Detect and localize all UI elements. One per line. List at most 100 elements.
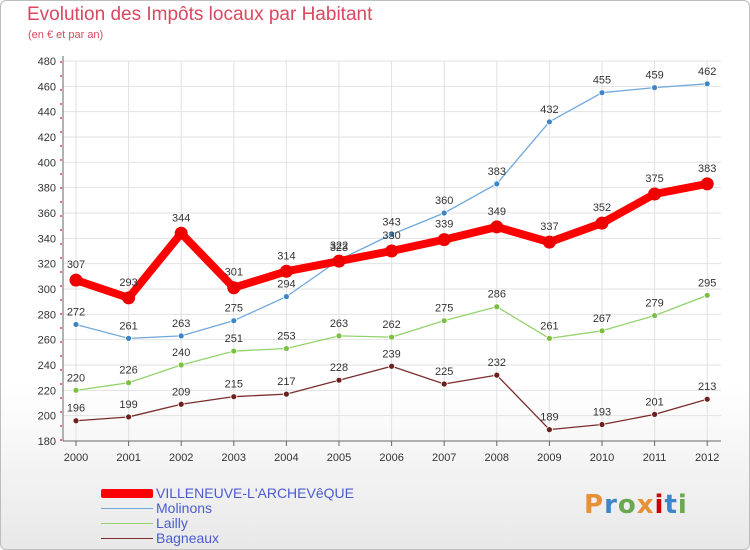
data-label-molinons: 462: [698, 66, 716, 78]
data-point-lailly: [546, 334, 553, 342]
y-tick-label: 220: [38, 385, 56, 397]
legend-swatch-bagneaux: [101, 538, 153, 539]
data-point-lailly: [493, 303, 501, 311]
proxiti-logo: Proxiti: [584, 490, 688, 520]
data-label-villeneuve-l-archev-que: 337: [540, 221, 558, 233]
y-tick-label: 200: [38, 411, 56, 423]
data-label-villeneuve-l-archev-que: 349: [488, 206, 506, 218]
x-tick-label: 2011: [643, 452, 667, 464]
data-point-villeneuve-l-archev-que: [227, 281, 241, 295]
data-label-villeneuve-l-archev-que: 375: [645, 173, 663, 185]
data-label-villeneuve-l-archev-que: 383: [698, 163, 716, 175]
x-tick-label: 2004: [274, 452, 298, 464]
data-point-villeneuve-l-archev-que: [595, 216, 609, 230]
data-label-villeneuve-l-archev-que: 339: [435, 219, 453, 231]
data-point-villeneuve-l-archev-que: [174, 226, 188, 240]
legend-label-villeneuve: VILLENEUVE-L'ARCHEVêQUE: [156, 485, 354, 501]
x-tick-label: 2000: [64, 452, 88, 464]
x-tick-label: 2003: [222, 452, 246, 464]
data-point-bagneaux: [703, 395, 711, 403]
data-point-lailly: [388, 333, 396, 341]
data-label-bagneaux: 209: [172, 386, 190, 398]
data-label-lailly: 251: [225, 333, 243, 345]
y-tick-label: 440: [38, 107, 56, 119]
x-tick-label: 2007: [432, 452, 456, 464]
data-point-villeneuve-l-archev-que: [700, 177, 714, 191]
data-label-lailly: 295: [698, 277, 716, 289]
data-label-bagneaux: 215: [225, 379, 243, 391]
x-tick-label: 2006: [379, 452, 403, 464]
data-point-villeneuve-l-archev-que: [332, 254, 346, 268]
data-label-villeneuve-l-archev-que: 344: [172, 212, 190, 224]
data-point-molinons: [493, 180, 501, 188]
data-label-villeneuve-l-archev-que: 293: [119, 277, 137, 289]
data-point-molinons: [440, 209, 448, 217]
data-label-lailly: 240: [172, 347, 190, 359]
data-point-molinons: [72, 321, 80, 328]
data-point-lailly: [335, 332, 343, 340]
data-label-lailly: 220: [67, 372, 85, 384]
data-point-lailly: [651, 312, 658, 320]
x-tick-label: 2001: [116, 452, 140, 464]
data-point-villeneuve-l-archev-que: [69, 273, 83, 287]
data-label-lailly: 261: [540, 320, 558, 332]
legend-label-lailly: Lailly: [156, 515, 188, 531]
data-point-bagneaux: [546, 426, 553, 434]
data-point-lailly: [440, 317, 448, 325]
data-label-molinons: 455: [593, 75, 611, 87]
data-point-molinons: [282, 293, 290, 301]
data-point-bagneaux: [598, 421, 606, 428]
x-tick-label: 2010: [590, 452, 614, 464]
data-label-lailly: 263: [330, 318, 348, 330]
y-tick-label: 260: [38, 335, 56, 347]
data-point-villeneuve-l-archev-que: [385, 244, 399, 258]
legend-swatch-lailly: [101, 523, 153, 524]
legend-swatch-villeneuve: [101, 489, 153, 498]
data-label-molinons: 432: [540, 104, 558, 116]
data-point-bagneaux: [440, 380, 448, 388]
chart-subtitle: (en € et par an): [28, 29, 104, 41]
y-tick-label: 400: [38, 157, 56, 169]
legend-label-bagneaux: Bagneaux: [156, 530, 220, 546]
y-tick-label: 180: [38, 436, 56, 448]
data-label-bagneaux: 228: [330, 362, 348, 374]
legend-swatch-molinons: [101, 508, 153, 509]
data-label-molinons: 275: [225, 303, 243, 315]
data-point-bagneaux: [651, 410, 658, 418]
data-label-molinons: 294: [277, 279, 295, 291]
data-point-bagneaux: [72, 417, 80, 425]
data-label-molinons: 360: [435, 195, 453, 207]
data-point-villeneuve-l-archev-que: [437, 233, 451, 247]
data-point-bagneaux: [177, 400, 185, 408]
x-tick-label: 2002: [169, 452, 193, 464]
data-point-lailly: [598, 327, 606, 335]
y-tick-label: 360: [38, 208, 56, 220]
data-label-villeneuve-l-archev-que: 322: [330, 240, 348, 252]
y-tick-label: 460: [38, 81, 56, 93]
data-label-bagneaux: 225: [435, 366, 453, 378]
data-label-lailly: 253: [277, 331, 295, 343]
data-point-lailly: [72, 386, 80, 394]
data-label-villeneuve-l-archev-que: 301: [225, 267, 243, 279]
data-label-lailly: 279: [645, 298, 663, 310]
data-label-bagneaux: 217: [277, 376, 295, 388]
data-label-bagneaux: 196: [67, 403, 85, 415]
data-label-bagneaux: 189: [540, 412, 558, 424]
data-point-lailly: [703, 291, 711, 299]
x-tick-label: 2009: [537, 452, 561, 464]
y-tick-label: 420: [38, 132, 56, 144]
data-point-bagneaux: [335, 376, 343, 384]
data-point-lailly: [125, 379, 132, 387]
data-label-molinons: 383: [488, 166, 506, 178]
x-tick-label: 2005: [327, 452, 351, 464]
data-point-bagneaux: [282, 390, 290, 398]
data-label-molinons: 263: [172, 318, 190, 330]
data-label-villeneuve-l-archev-que: 352: [593, 202, 611, 214]
data-point-lailly: [282, 345, 290, 352]
data-point-villeneuve-l-archev-que: [279, 264, 293, 278]
data-label-villeneuve-l-archev-que: 330: [382, 230, 400, 242]
data-label-bagneaux: 213: [698, 381, 716, 393]
data-point-villeneuve-l-archev-que: [648, 187, 662, 201]
y-tick-label: 340: [38, 233, 56, 245]
